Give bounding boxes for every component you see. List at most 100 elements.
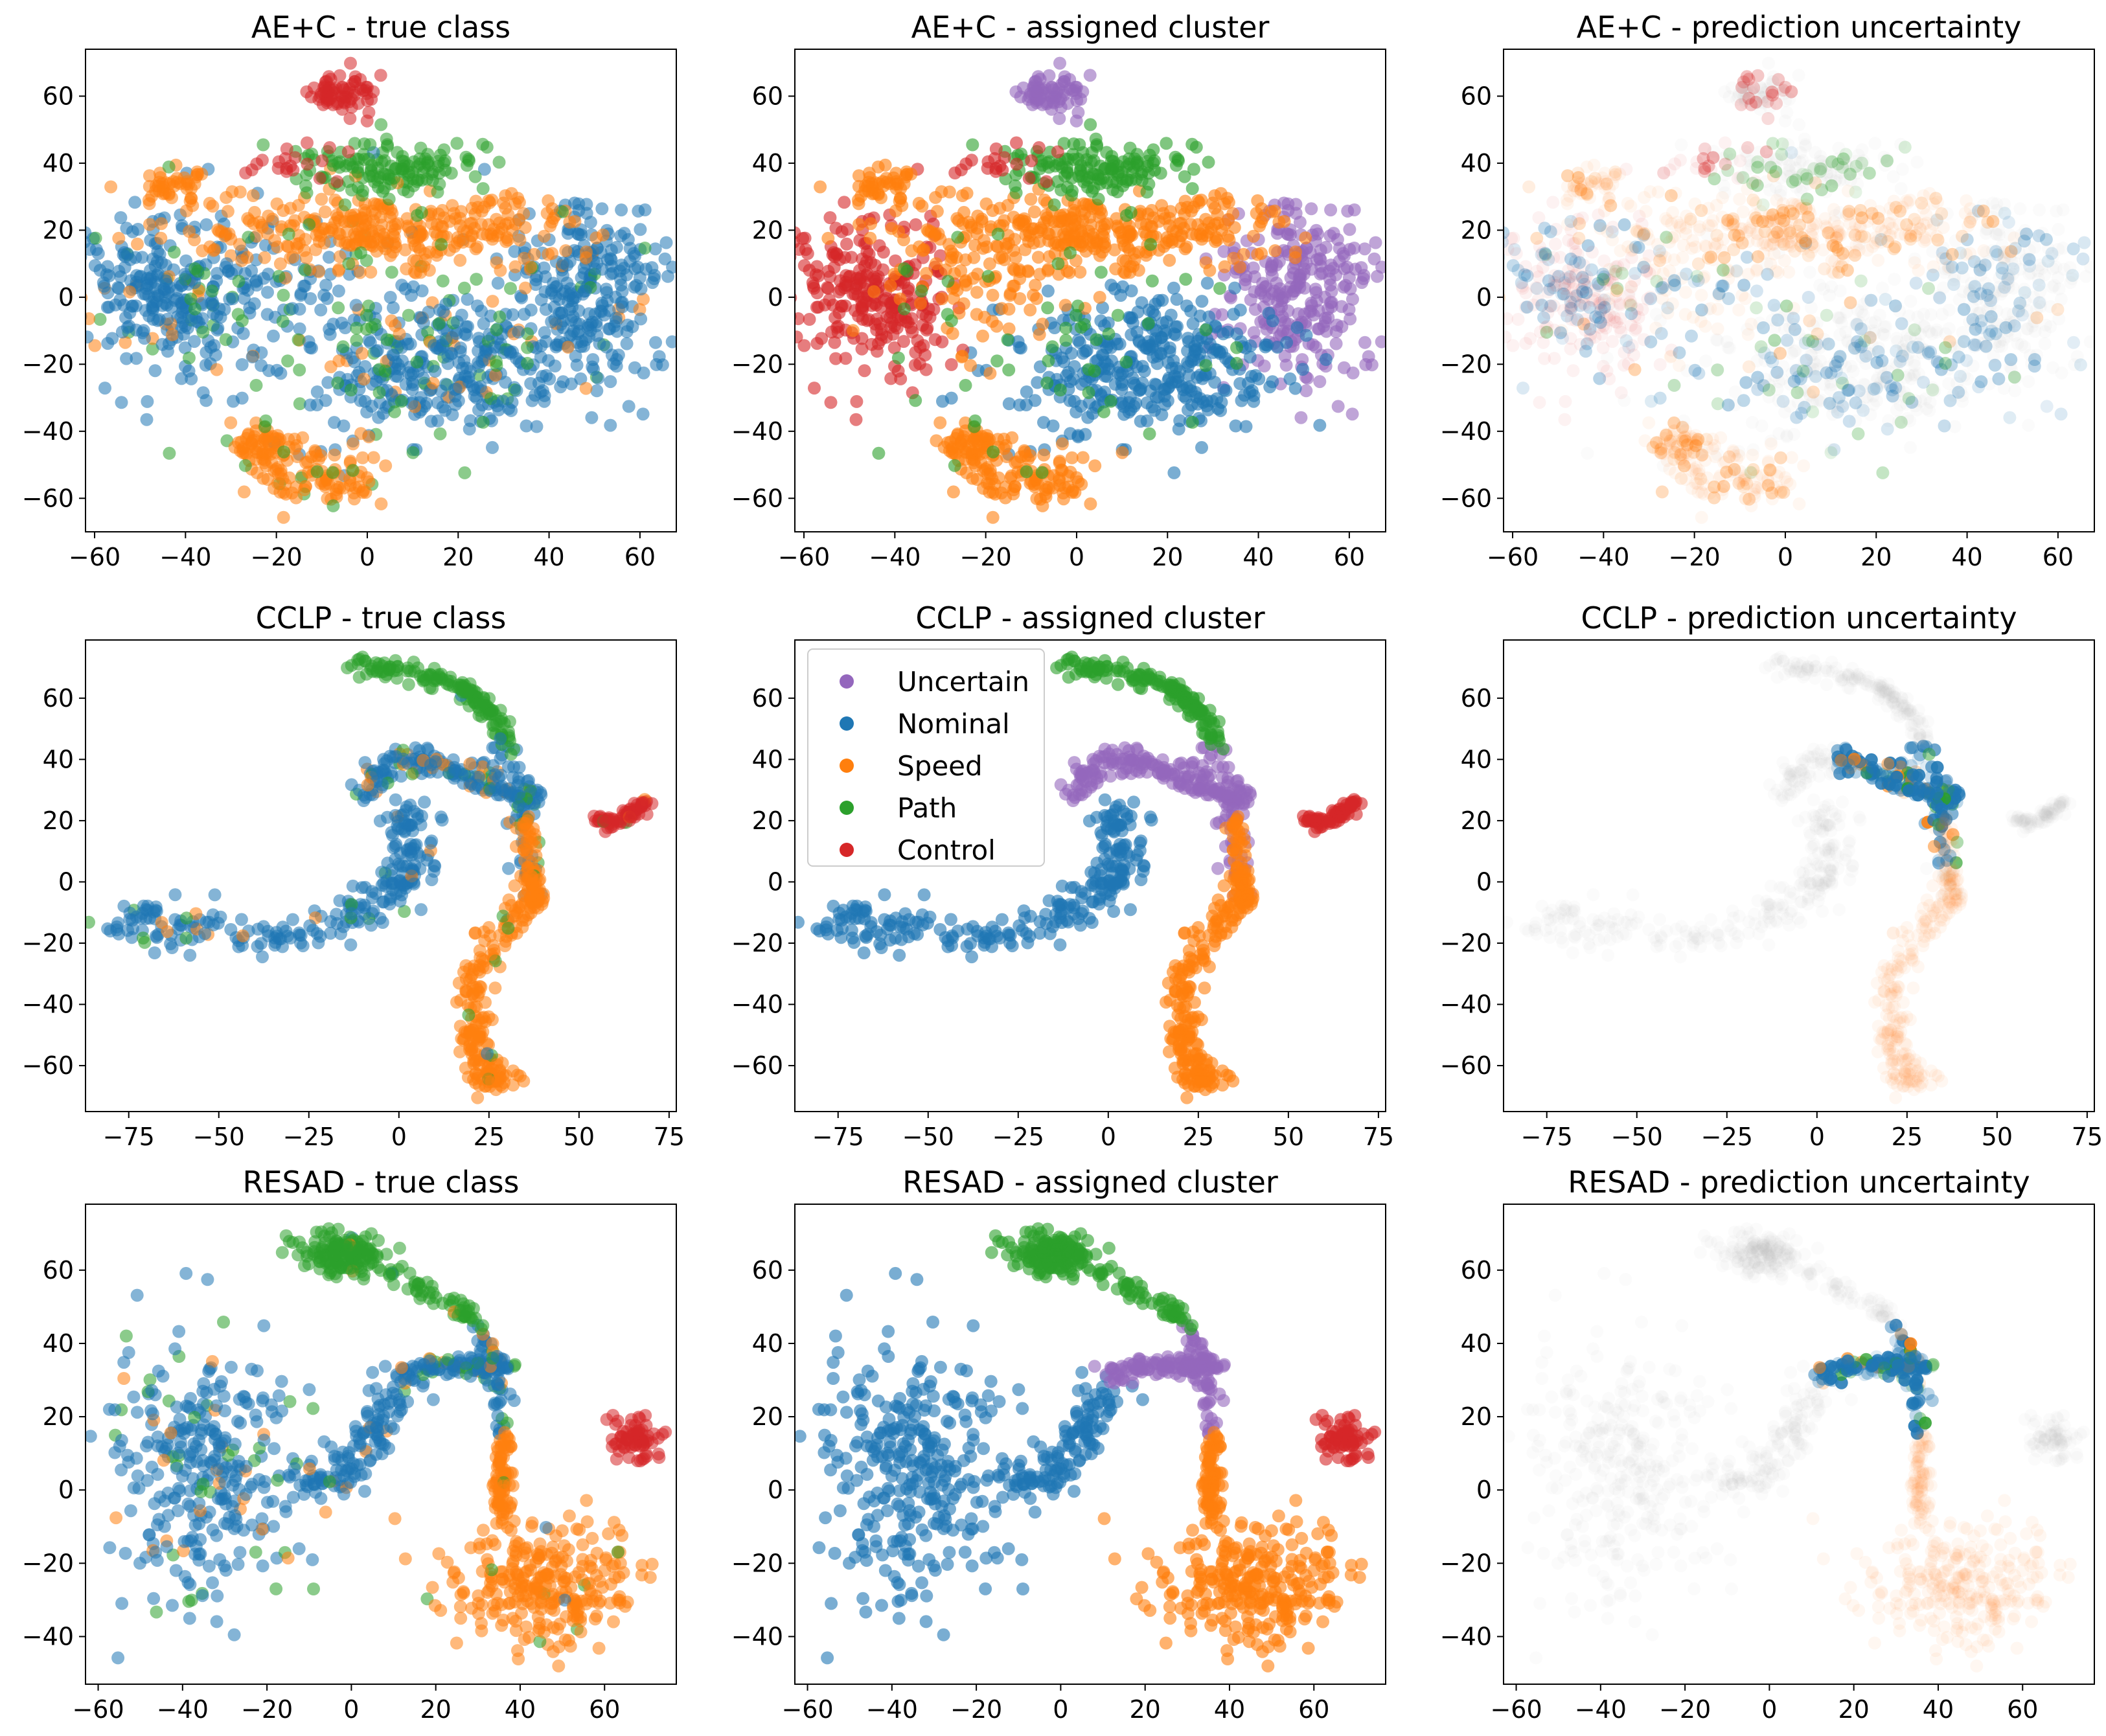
scatter-point xyxy=(1691,477,1704,490)
scatter-point xyxy=(2023,259,2037,273)
scatter-point xyxy=(1926,383,1940,396)
scatter-point xyxy=(346,464,360,477)
scatter-point xyxy=(1831,311,1844,324)
scatter-point xyxy=(299,251,313,264)
scatter-point xyxy=(1704,250,1718,264)
scatter-point xyxy=(970,286,983,299)
scatter-point xyxy=(323,328,337,341)
scatter-point xyxy=(1908,399,1922,413)
scatter-point xyxy=(210,363,223,376)
scatter-point xyxy=(2044,300,2057,314)
scatter-point xyxy=(200,394,213,407)
scatter-point xyxy=(326,466,339,479)
scatter-point xyxy=(1649,321,1663,335)
scatter-point xyxy=(280,162,293,175)
scatter-point xyxy=(1837,378,1851,392)
scatter-point xyxy=(1942,322,1956,336)
scatter-point xyxy=(1727,243,1741,257)
scatter-point xyxy=(490,359,503,372)
scatter-point xyxy=(1613,297,1627,310)
scatter-point xyxy=(1546,196,1560,209)
scatter-point xyxy=(178,268,192,281)
scatter-point xyxy=(1873,376,1887,389)
scatter-point xyxy=(352,97,365,110)
scatter-point xyxy=(1833,284,1847,297)
scatter-point xyxy=(236,326,250,340)
scatter-point xyxy=(853,264,866,277)
scatter-point xyxy=(1830,231,1843,245)
scatter-point xyxy=(358,360,372,373)
scatter-point xyxy=(1863,347,1877,361)
scatter-point xyxy=(1518,268,1531,282)
scatter-point xyxy=(1607,311,1621,324)
scatter-point xyxy=(1945,247,1959,261)
scatter-point xyxy=(1699,319,1712,333)
scatter-point xyxy=(1036,499,1049,512)
scatter-point xyxy=(1125,284,1138,297)
scatter-point xyxy=(1875,354,1889,367)
scatter-point xyxy=(2028,240,2041,254)
scatter-point xyxy=(1767,230,1781,244)
scatter-point xyxy=(1136,376,1149,390)
scatter-point xyxy=(1956,394,1969,408)
scatter-point xyxy=(1644,292,1658,306)
scatter-point xyxy=(1864,408,1877,422)
scatter-point xyxy=(1582,317,1596,330)
scatter-point xyxy=(1976,198,1990,212)
scatter-point xyxy=(145,301,159,314)
scatter-point xyxy=(1336,247,1350,260)
scatter-point xyxy=(2026,319,2039,333)
scatter-point xyxy=(1890,403,1903,417)
scatter-point xyxy=(258,456,271,470)
scatter-point xyxy=(453,219,467,233)
y-tick-label: 60 xyxy=(43,82,74,110)
scatter-point xyxy=(1832,312,1846,325)
scatter-point xyxy=(1949,234,1962,247)
scatter-point xyxy=(1561,309,1574,323)
scatter-point xyxy=(1871,219,1885,233)
scatter-point xyxy=(1692,367,1706,380)
scatter-point xyxy=(1973,306,1986,319)
scatter-point xyxy=(1999,321,2013,334)
scatter-point xyxy=(524,377,538,391)
scatter-point xyxy=(1603,273,1616,287)
scatter-point xyxy=(1804,348,1818,361)
scatter-point xyxy=(1566,259,1580,273)
scatter-point xyxy=(1628,274,1642,288)
scatter-point xyxy=(374,118,388,131)
scatter-point xyxy=(1092,172,1105,185)
scatter-point xyxy=(1930,196,1944,209)
scatter-point xyxy=(2041,255,2055,268)
scatter-point xyxy=(2006,268,2019,281)
scatter-point xyxy=(402,185,415,199)
scatter-point xyxy=(1852,244,1866,257)
scatter-point xyxy=(1769,264,1783,278)
scatter-point xyxy=(1870,382,1883,395)
scatter-point xyxy=(1767,481,1780,495)
scatter-point xyxy=(1585,246,1599,259)
scatter-point xyxy=(1770,469,1783,483)
x-tick-label: 0 xyxy=(360,543,375,571)
scatter-point xyxy=(1625,298,1638,312)
scatter-point xyxy=(439,297,453,311)
scatter-point xyxy=(1919,233,1932,247)
scatter-point xyxy=(1728,228,1741,242)
scatter-point xyxy=(350,321,363,335)
scatter-point xyxy=(1758,354,1772,367)
scatter-point xyxy=(1884,229,1897,242)
scatter-point xyxy=(1746,463,1760,476)
scatter-point xyxy=(1563,270,1577,284)
scatter-point xyxy=(1571,247,1585,261)
scatter-point xyxy=(1726,219,1739,233)
scatter-point xyxy=(1936,251,1949,265)
scatter-point xyxy=(2065,272,2079,286)
scatter-point xyxy=(1185,137,1199,151)
scatter-point xyxy=(2052,243,2065,257)
scatter-point xyxy=(1556,332,1569,345)
scatter-point xyxy=(219,333,233,347)
scatter-point xyxy=(1807,369,1820,383)
scatter-point xyxy=(2002,276,2015,290)
scatter-point xyxy=(1614,312,1627,325)
scatter-point xyxy=(1864,293,1878,307)
scatter-point xyxy=(1272,216,1286,229)
